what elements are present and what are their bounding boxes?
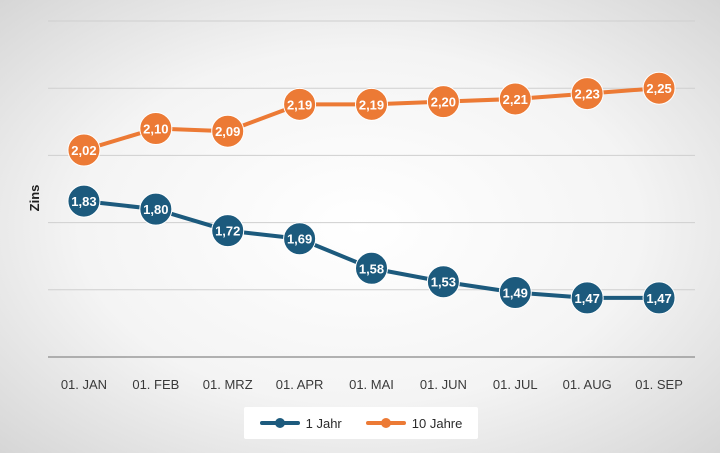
- x-tick-label: 01. JUN: [420, 377, 467, 392]
- data-point: [139, 192, 173, 226]
- data-label: 2,10: [143, 122, 168, 137]
- legend-label-10-jahre: 10 Jahre: [411, 415, 463, 431]
- data-label: 1,80: [143, 202, 168, 217]
- x-tick-label: 01. JAN: [61, 377, 107, 392]
- data-point: [642, 71, 676, 105]
- data-point: [67, 184, 101, 218]
- x-tick-label: 01. APR: [276, 377, 324, 392]
- x-axis: 01. JAN 01. FEB 01. MRZ 01. APR 01. MAI 01. J…: [48, 356, 695, 392]
- data-label: 1,83: [71, 194, 96, 209]
- data-point: [211, 214, 245, 248]
- data-point: [570, 77, 604, 111]
- series-layer: 1,83 1,80 1,72 1,69 1,58 1,53 1,49 1,47 1,47 2,02…: [67, 71, 676, 315]
- series-10-jahre: 2,02 2,10 2,09 2,19 2,19 2,20 2,21 2,23 2,25: [67, 71, 676, 167]
- x-tick-label: 01. MRZ: [203, 377, 253, 392]
- data-label: 1,47: [575, 291, 600, 306]
- data-point: [426, 265, 460, 299]
- data-label: 1,72: [215, 224, 240, 239]
- legend-swatch-1-jahr: [259, 418, 300, 428]
- gridlines: [48, 20, 695, 291]
- data-label: 1,58: [359, 261, 384, 276]
- legend-label-1-jahr: 1 Jahr: [305, 415, 342, 431]
- x-tick-label: 01. MAI: [349, 377, 394, 392]
- data-point: [139, 112, 173, 146]
- legend-swatch-10-jahre: [365, 418, 406, 428]
- legend: 1 Jahr 10 Jahre: [244, 407, 478, 439]
- y-axis-title: Zins: [27, 185, 42, 212]
- data-label: 2,09: [215, 124, 240, 139]
- data-label: 2,20: [431, 95, 456, 110]
- data-label: 1,49: [503, 285, 528, 300]
- data-point: [642, 281, 676, 315]
- data-label: 2,21: [503, 92, 528, 107]
- data-label: 1,47: [646, 291, 671, 306]
- data-label: 1,69: [287, 232, 312, 247]
- data-label: 2,02: [71, 143, 96, 158]
- series-1-jahr: 1,83 1,80 1,72 1,69 1,58 1,53 1,49 1,47 1,47: [67, 184, 676, 315]
- x-tick-label: 01. FEB: [132, 377, 179, 392]
- data-point: [67, 133, 101, 167]
- data-point: [498, 82, 532, 116]
- data-label: 2,23: [575, 87, 600, 102]
- data-point: [498, 275, 532, 309]
- legend-marker: [274, 418, 285, 428]
- data-label: 2,19: [359, 97, 384, 112]
- x-tick-label: 01. JUL: [493, 377, 538, 392]
- data-point: [355, 87, 388, 121]
- legend-item-1-jahr: 1 Jahr: [259, 415, 342, 431]
- data-point: [426, 85, 460, 119]
- data-point: [283, 87, 317, 121]
- data-point: [570, 281, 604, 315]
- data-point: [355, 251, 388, 285]
- legend-marker: [380, 418, 391, 428]
- data-label: 1,53: [431, 275, 456, 290]
- data-point: [211, 114, 245, 148]
- x-tick-label: 01. SEP: [635, 377, 683, 392]
- x-tick-label: 01. AUG: [563, 377, 612, 392]
- legend-item-10-jahre: 10 Jahre: [365, 415, 463, 431]
- data-label: 2,19: [287, 97, 312, 112]
- data-label: 2,25: [646, 81, 671, 96]
- data-point: [283, 222, 317, 256]
